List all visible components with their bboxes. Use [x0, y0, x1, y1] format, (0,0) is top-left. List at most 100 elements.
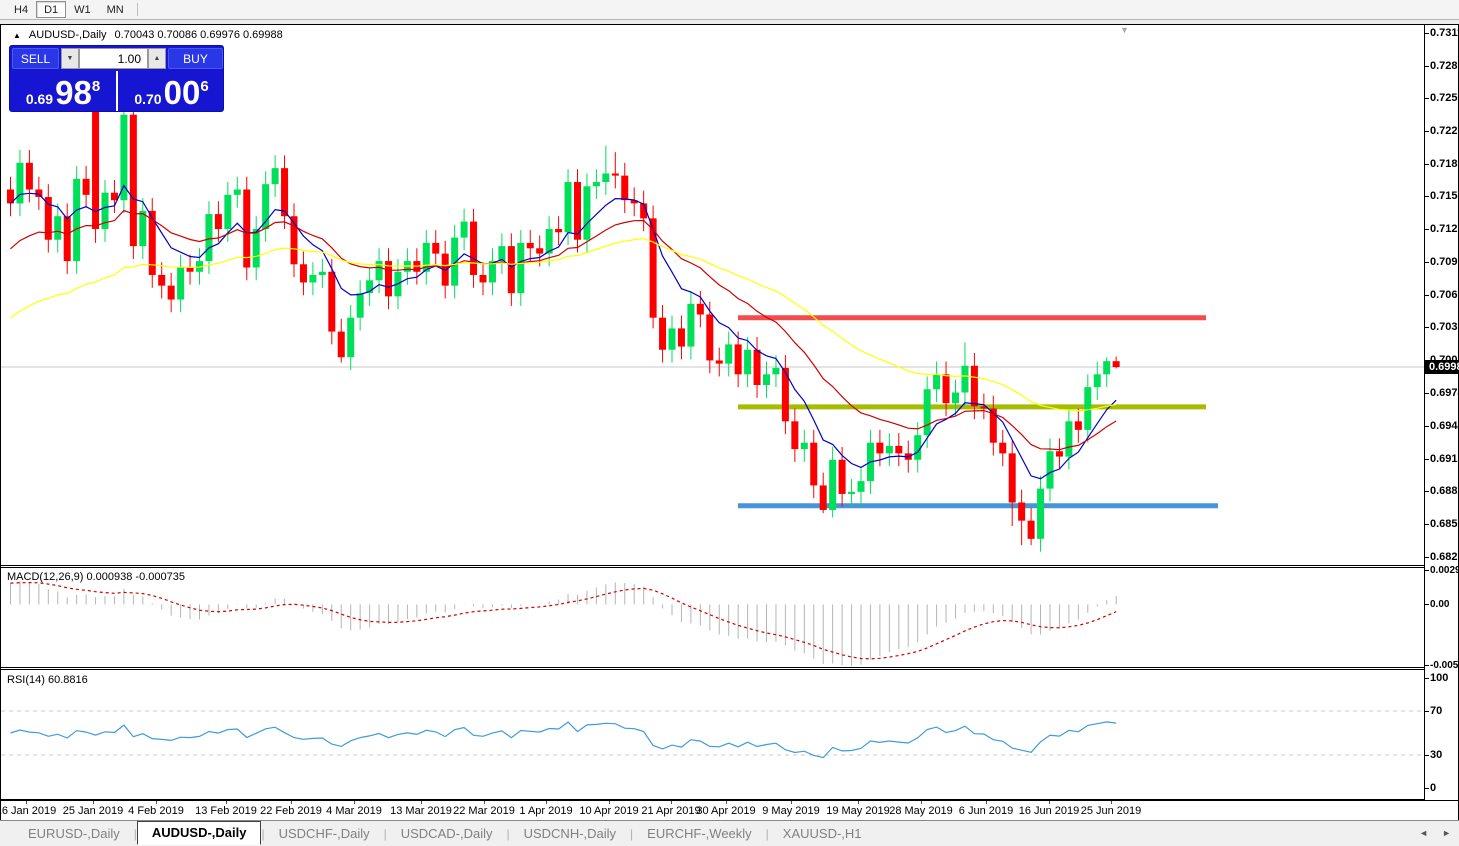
- time-tick-mark: [921, 801, 922, 804]
- candle-body: [281, 168, 289, 217]
- candle-body: [214, 214, 222, 230]
- macd-pane-canvas[interactable]: [1, 568, 1424, 667]
- rsi-tick-label: 0: [1430, 782, 1437, 794]
- chevron-up-icon: ▲: [153, 55, 161, 62]
- candle-body: [970, 365, 978, 407]
- chart-tab-eurchf[interactable]: EURCHF-,Weekly: [647, 826, 752, 841]
- candle-body: [838, 459, 846, 494]
- price-tick-label: 0.68210: [1430, 550, 1459, 563]
- pane-splitter[interactable]: [1, 667, 1458, 670]
- candle-body: [337, 331, 345, 358]
- sell-button[interactable]: SELL: [12, 48, 59, 69]
- rsi-tick-mark: [1425, 755, 1429, 756]
- collapse-panel-icon[interactable]: ▲: [13, 30, 21, 40]
- volume-increase-button[interactable]: ▲: [148, 48, 166, 69]
- candle-body: [347, 317, 355, 358]
- price-tick-mark: [1425, 523, 1429, 525]
- candle-body: [677, 328, 685, 347]
- candle-body: [725, 344, 733, 364]
- chart-tab-audusd[interactable]: AUDUSD-,Daily: [136, 820, 262, 845]
- candle-body: [460, 221, 468, 238]
- candle-body: [999, 442, 1007, 454]
- volume-input[interactable]: [79, 48, 148, 69]
- candle-body: [252, 229, 260, 268]
- chart-tab-usdcad[interactable]: USDCAD-,Daily: [400, 826, 493, 841]
- timeframe-button-w1[interactable]: W1: [74, 3, 91, 16]
- horizontal-scroll-strip[interactable]: [0, 19, 1459, 24]
- price-tick-label: 0.73115: [1430, 27, 1459, 39]
- candle-body: [1074, 421, 1082, 430]
- candle-body: [592, 182, 600, 187]
- candle-body: [186, 267, 194, 272]
- price-tick-mark: [1425, 33, 1429, 34]
- price-tick-label: 0.70970: [1430, 256, 1459, 269]
- candle-body: [545, 229, 553, 254]
- candle-body: [942, 374, 950, 404]
- candle-body: [120, 114, 128, 201]
- time-tick-mark: [156, 801, 157, 804]
- buy-price-display[interactable]: 0.70 00 6: [118, 71, 225, 112]
- candle-body: [536, 248, 544, 254]
- sell-price-big: 98: [55, 74, 92, 111]
- chart-tab-xauusd[interactable]: XAUUSD-,H1: [782, 826, 862, 841]
- macd-tick-label: -0.005256: [1430, 660, 1459, 671]
- time-tick-mark: [546, 801, 547, 804]
- price-axis[interactable]: 0.73115 0.72810 0.72505 0.72200 0.71890 0.715…: [1424, 25, 1459, 800]
- candle-body: [621, 175, 629, 201]
- price-tick-label: 0.68825: [1430, 485, 1459, 498]
- candle-body: [328, 271, 336, 332]
- rsi-pane-canvas[interactable]: [1, 670, 1424, 799]
- candle-body: [772, 367, 780, 375]
- ohlc-values: 0.70043 0.70086 0.69976 0.69988: [114, 29, 283, 41]
- price-tick-mark: [1425, 393, 1429, 394]
- price-pane-canvas[interactable]: [1, 25, 1424, 565]
- tab-separator: |: [261, 826, 265, 841]
- pane-splitter[interactable]: [1, 565, 1458, 568]
- sell-price-display[interactable]: 0.69 98 8: [10, 71, 116, 112]
- tab-separator: |: [383, 826, 387, 841]
- candle-body: [82, 178, 90, 195]
- timeframe-button-mn[interactable]: MN: [106, 3, 124, 16]
- sell-price-prefix: 0.69: [25, 91, 54, 107]
- chart-shift-marker-icon[interactable]: ▼: [1120, 25, 1129, 35]
- time-tick-mark: [986, 801, 987, 804]
- candle-body: [715, 360, 723, 364]
- time-axis[interactable]: 16 Jan 2019 25 Jan 2019 4 Feb 2019 13 Feb 2…: [0, 801, 1458, 820]
- timeframe-button-d1[interactable]: D1: [36, 1, 67, 18]
- candle-body: [299, 264, 307, 283]
- time-tick-label: 6 Jun 2019: [958, 805, 1014, 817]
- trade-controls-row: SELL ▼ ▲ BUY: [10, 46, 225, 71]
- volume-decrease-button[interactable]: ▼: [61, 48, 79, 69]
- timeframe-button-h4[interactable]: H4: [14, 3, 29, 16]
- time-tick-mark: [1049, 801, 1050, 804]
- macd-signal-line: [10, 581, 1117, 660]
- candle-body: [687, 303, 695, 347]
- candle-body: [668, 328, 676, 350]
- time-tick-label: 4 Feb 2019: [128, 805, 184, 817]
- candle-body: [139, 210, 147, 247]
- candle-body: [167, 285, 175, 300]
- ma-line-slow: [10, 238, 1117, 412]
- chart-tab-usdchf[interactable]: USDCHF-,Daily: [278, 826, 370, 841]
- price-tick-mark: [1425, 229, 1429, 231]
- candle-body: [933, 374, 941, 390]
- price-tick-mark: [1425, 163, 1429, 165]
- buy-button[interactable]: BUY: [168, 48, 223, 69]
- tab-scroll-left-icon[interactable]: ◄: [1419, 828, 1429, 838]
- time-tick-mark: [93, 801, 94, 804]
- macd-tick-mark: [1425, 570, 1429, 571]
- chart-tab-usdcnh[interactable]: USDCNH-,Daily: [523, 826, 617, 841]
- time-tick-label: 1 Apr 2019: [519, 805, 573, 817]
- time-tick-mark: [791, 801, 792, 804]
- chart-tab-eurusd[interactable]: EURUSD-,Daily: [28, 826, 120, 841]
- rsi-line: [10, 721, 1117, 759]
- rsi-indicator-label: RSI(14) 60.8816: [7, 674, 88, 686]
- candle-body: [980, 406, 988, 409]
- candle-body: [1112, 361, 1120, 368]
- rsi-tick-mark: [1425, 711, 1429, 712]
- price-tick-mark: [1425, 262, 1429, 264]
- tab-scroll-right-icon[interactable]: ►: [1442, 828, 1451, 838]
- time-tick-mark: [609, 801, 610, 804]
- candle-body: [73, 178, 81, 262]
- price-tick-label: 0.68520: [1430, 517, 1459, 530]
